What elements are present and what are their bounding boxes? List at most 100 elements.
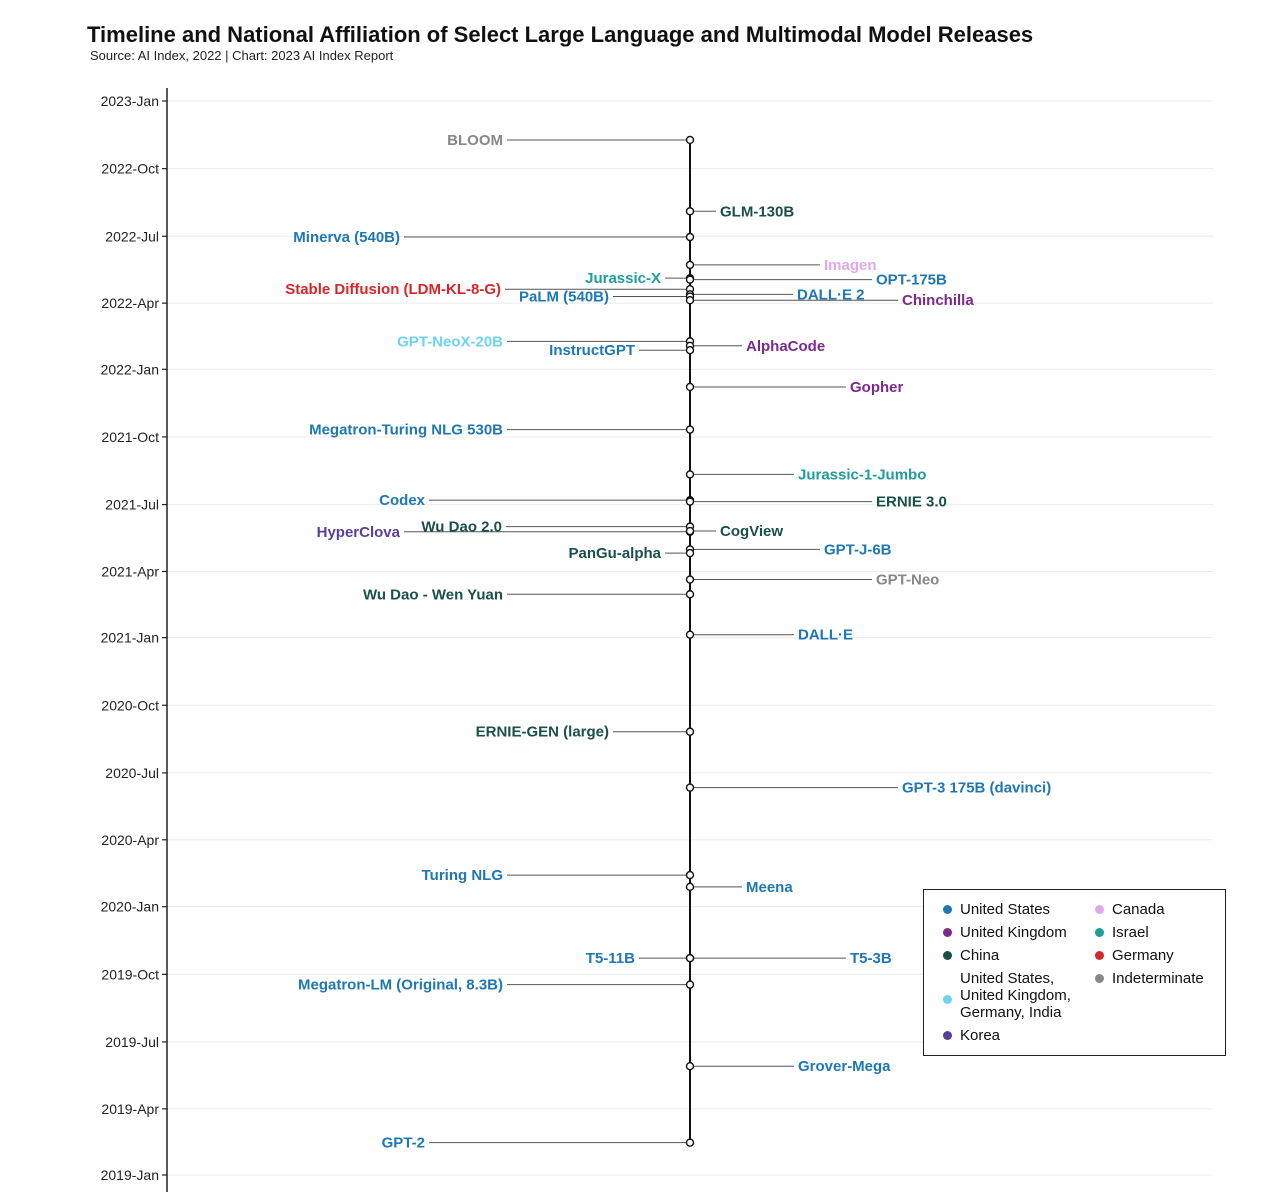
legend-label: United States, United Kingdom, Germany, … [960, 970, 1071, 1021]
release-point [685, 953, 695, 963]
model-label: Grover-Mega [798, 1058, 891, 1075]
release-point [685, 425, 695, 434]
y-tick-label: 2022-Jul [105, 228, 159, 244]
model-label: GPT-NeoX-20B [397, 333, 503, 350]
legend-swatch [943, 995, 952, 1004]
release-point [685, 630, 695, 639]
release-point [685, 470, 695, 479]
model-label: Turing NLG [422, 867, 503, 884]
y-tick-label: 2019-Jul [105, 1034, 159, 1050]
model-label: Meena [746, 879, 793, 896]
model-label: Megatron-Turing NLG 530B [309, 422, 503, 439]
release-point [685, 727, 695, 736]
model-label: GPT-Neo [876, 572, 939, 589]
legend-label: Korea [960, 1027, 1001, 1044]
model-label: Wu Dao 2.0 [421, 519, 502, 536]
release-point [685, 1138, 695, 1147]
release-point [685, 783, 695, 792]
legend-label: Indeterminate [1112, 970, 1204, 987]
model-label: Codex [379, 492, 426, 509]
release-point [685, 275, 695, 284]
y-tick-label: 2021-Oct [101, 429, 159, 445]
chart-title: Timeline and National Affiliation of Sel… [87, 22, 1034, 47]
legend-label: Germany [1112, 947, 1174, 964]
model-label: ERNIE-GEN (large) [476, 724, 609, 741]
y-tick-label: 2020-Jan [101, 899, 159, 915]
model-label: Jurassic-1-Jumbo [798, 466, 926, 483]
release-points [685, 135, 695, 1147]
legend-swatch [1095, 928, 1104, 937]
legend-swatch [1095, 951, 1104, 960]
legend-label: United Kingdom [960, 924, 1067, 941]
release-point [685, 207, 695, 216]
release-point [685, 548, 695, 558]
model-label: Imagen [824, 257, 877, 274]
legend-swatch [943, 905, 952, 914]
legend-label: Canada [1112, 901, 1165, 918]
model-label: AlphaCode [746, 338, 825, 355]
leader-lines [404, 139, 898, 1144]
release-point [685, 882, 695, 892]
legend-swatch [943, 928, 952, 937]
model-label: DALL·E [798, 627, 853, 644]
y-tick-label: 2022-Apr [101, 295, 159, 311]
legend-swatch [943, 1031, 952, 1040]
model-label: InstructGPT [549, 342, 635, 359]
model-label: CogView [720, 523, 783, 540]
model-label: PanGu-alpha [568, 545, 661, 562]
release-point [685, 497, 695, 506]
release-point [685, 346, 695, 355]
y-tick-label: 2023-Jan [101, 93, 159, 109]
y-tick-label: 2022-Oct [101, 161, 159, 177]
model-label: Minerva (540B) [293, 229, 400, 246]
model-label: HyperClova [317, 524, 401, 541]
model-label: ERNIE 3.0 [876, 494, 947, 511]
y-tick-label: 2020-Jul [105, 765, 159, 781]
release-point [685, 526, 695, 536]
release-point [685, 870, 695, 880]
release-point [685, 232, 695, 242]
model-label: Chinchilla [902, 292, 974, 309]
y-tick-label: 2019-Apr [101, 1101, 159, 1117]
model-label: GPT-2 [382, 1135, 425, 1152]
model-label: DALL·E 2 [797, 286, 865, 303]
y-tick-label: 2021-Apr [101, 563, 159, 579]
y-tick-label: 2019-Oct [101, 966, 159, 982]
legend-swatch [943, 951, 952, 960]
model-label: Wu Dao - Wen Yuan [363, 586, 503, 603]
release-point [685, 135, 695, 145]
y-tick-label: 2020-Apr [101, 832, 159, 848]
model-label: T5-11B [586, 950, 635, 967]
model-label: Megatron-LM (Original, 8.3B) [298, 977, 503, 994]
model-label: OPT-175B [876, 272, 947, 289]
model-label: GLM-130B [720, 203, 794, 220]
y-tick-label: 2021-Jul [105, 497, 159, 513]
y-tick-label: 2020-Oct [101, 697, 159, 713]
model-label: Stable Diffusion (LDM-KL-8-G) [285, 281, 501, 298]
y-axis: 2023-Jan 2022-Oct 2022-Jul 2022-Apr 2022-Jan… [101, 88, 168, 1192]
model-label: GPT-J-6B [824, 541, 892, 558]
legend-swatch [1095, 905, 1104, 914]
model-label: Jurassic-X [585, 270, 661, 287]
model-label: Gopher [850, 379, 903, 396]
model-label: BLOOM [447, 132, 503, 149]
release-point [685, 260, 695, 270]
model-labels: BLOOM GLM-130B Minerva (540B) Imagen Jurassi… [285, 132, 1051, 1152]
y-tick-label: 2019-Jan [101, 1167, 159, 1183]
release-point [685, 1062, 695, 1071]
release-point [685, 980, 695, 989]
release-point [685, 590, 695, 599]
model-label: GPT-3 175B (davinci) [902, 780, 1051, 797]
model-label: T5-3B [850, 950, 892, 967]
release-point [685, 382, 695, 392]
chart-subtitle: Source: AI Index, 2022 | Chart: 2023 AI … [90, 48, 394, 63]
legend-label: United States [960, 901, 1051, 918]
release-point [685, 575, 695, 584]
legend: United States United Kingdom China United S… [923, 889, 1226, 1056]
legend-swatch [1095, 974, 1104, 983]
legend-label: China [960, 947, 1000, 964]
y-tick-label: 2022-Jan [101, 361, 159, 377]
release-point [685, 296, 695, 305]
legend-label: Israel [1112, 924, 1149, 941]
